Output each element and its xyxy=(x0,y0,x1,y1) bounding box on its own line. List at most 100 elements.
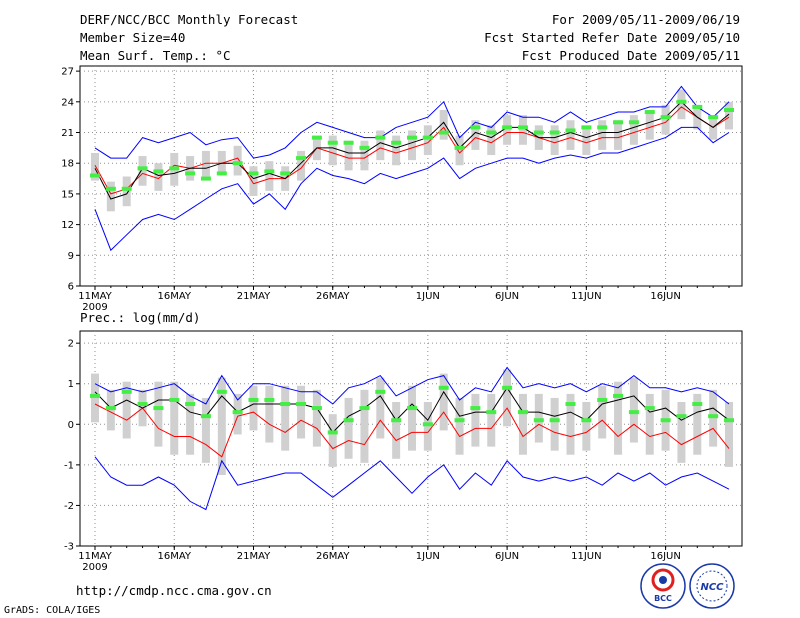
observation-marker xyxy=(438,130,449,135)
precip-label: Prec.: log(mm/d) xyxy=(80,310,200,325)
observation-marker xyxy=(121,186,132,191)
observation-marker xyxy=(438,385,449,390)
observation-marker xyxy=(375,135,386,140)
plot-frame xyxy=(79,330,743,547)
observation-marker xyxy=(200,176,211,181)
observation-marker xyxy=(565,402,576,407)
spread-box xyxy=(312,389,321,447)
x-tick-label: 11MAY xyxy=(78,291,112,302)
observation-marker xyxy=(248,171,259,176)
y-tick-label: 0 xyxy=(68,420,74,431)
spread-box xyxy=(344,140,353,171)
observation-marker xyxy=(169,166,180,171)
y-tick-label: -1 xyxy=(64,460,74,471)
spread-box xyxy=(534,393,543,443)
observation-marker xyxy=(486,130,497,135)
spread-box xyxy=(582,125,591,156)
spread-box xyxy=(645,393,654,455)
observation-marker xyxy=(137,166,148,171)
observation-marker xyxy=(296,156,307,161)
observation-marker xyxy=(676,414,687,419)
observation-marker xyxy=(628,120,639,125)
observation-marker xyxy=(391,140,402,145)
spread-box xyxy=(645,110,654,140)
x-tick-label: 16JUN xyxy=(650,551,680,562)
observation-marker xyxy=(692,402,703,407)
x-tick-label: 11JUN xyxy=(571,291,601,302)
x-tick-sublabel: 2009 xyxy=(82,302,107,313)
spread-box xyxy=(328,135,337,166)
observation-marker xyxy=(121,389,132,394)
spread-box xyxy=(725,101,733,130)
observation-marker xyxy=(517,125,528,130)
spread-box xyxy=(598,385,607,439)
observation-marker xyxy=(422,422,433,427)
observation-marker xyxy=(565,128,576,133)
x-tick-label: 26MAY xyxy=(316,551,350,562)
spread-box xyxy=(249,385,258,431)
y-tick-label: 15 xyxy=(61,189,74,200)
chart-title: DERF/NCC/BCC Monthly Forecast xyxy=(80,12,299,27)
x-tick-label: 11JUN xyxy=(571,551,601,562)
spread-box xyxy=(408,130,416,161)
observation-marker xyxy=(264,169,275,174)
spread-box xyxy=(201,150,210,181)
spread-box xyxy=(566,120,575,150)
y-tick-label: 1 xyxy=(68,379,74,390)
spread-box xyxy=(201,397,210,463)
x-tick-label: 6JUN xyxy=(495,551,519,562)
spread-box xyxy=(265,385,274,443)
observation-marker xyxy=(200,414,211,419)
x-tick-label: 16MAY xyxy=(157,291,191,302)
observation-marker xyxy=(724,108,734,112)
spread-box xyxy=(598,120,607,150)
observation-marker xyxy=(533,130,544,135)
observation-marker xyxy=(216,389,227,394)
observation-marker xyxy=(232,161,243,166)
observation-marker xyxy=(660,115,671,120)
spread-box xyxy=(423,125,432,156)
spread-box xyxy=(614,120,623,150)
refer-date: Fcst Started Refer Date 2009/05/10 xyxy=(484,30,740,45)
observation-marker xyxy=(724,418,734,423)
y-tick-label: 6 xyxy=(68,282,74,293)
observation-marker xyxy=(486,410,497,415)
spread-box xyxy=(376,130,385,161)
observation-marker xyxy=(597,397,608,402)
x-tick-label: 21MAY xyxy=(237,551,271,562)
y-tick-label: 21 xyxy=(61,128,74,139)
y-tick-label: -2 xyxy=(64,501,74,512)
spread-box xyxy=(154,163,163,191)
source-url[interactable]: http://cmdp.ncc.cma.gov.cn xyxy=(76,583,272,598)
observation-marker xyxy=(343,418,354,423)
observation-marker xyxy=(628,410,639,415)
spread-box xyxy=(423,401,432,451)
ensemble-min-line xyxy=(94,126,730,252)
spread-box xyxy=(392,401,401,459)
x-tick-label: 6JUN xyxy=(495,291,519,302)
observation-marker xyxy=(137,402,148,407)
plot-frame xyxy=(79,65,743,287)
observation-marker xyxy=(153,406,164,411)
spread-box xyxy=(439,110,448,140)
spread-box xyxy=(106,181,115,212)
observation-marker xyxy=(581,125,592,130)
spread-box xyxy=(249,166,258,196)
spread-box xyxy=(360,140,369,171)
spread-box xyxy=(677,401,686,463)
spread-box xyxy=(360,389,369,463)
spread-box xyxy=(376,377,385,439)
spread-box xyxy=(281,385,290,451)
x-tick-label: 26MAY xyxy=(316,291,350,302)
observation-marker xyxy=(185,171,196,176)
observation-marker xyxy=(90,173,100,178)
spread-box xyxy=(122,381,131,439)
ensemble-min-line xyxy=(94,456,730,511)
observation-marker xyxy=(613,393,624,398)
spread-box xyxy=(709,389,718,447)
observation-marker xyxy=(676,99,687,104)
observation-marker xyxy=(232,410,243,415)
ensemble-median-line xyxy=(94,403,730,458)
spread-box xyxy=(138,156,147,186)
